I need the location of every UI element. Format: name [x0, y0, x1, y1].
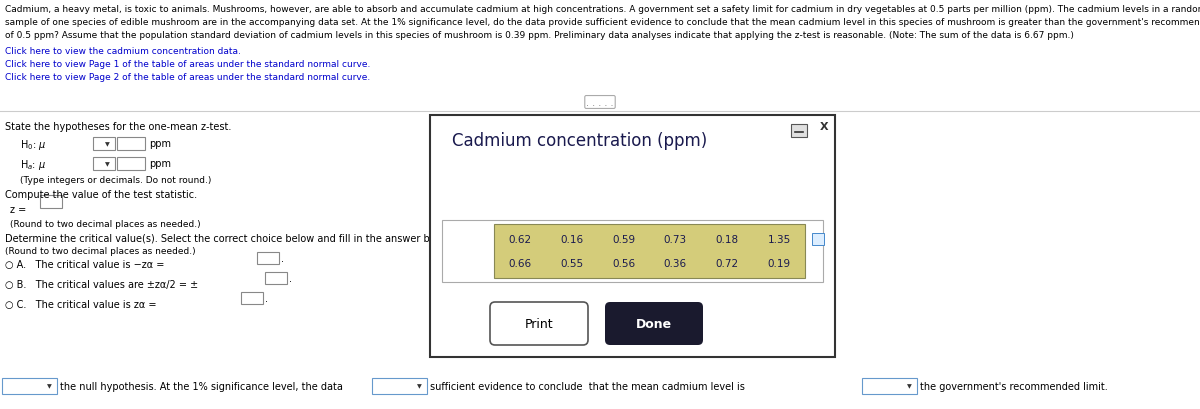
Text: ▼: ▼: [907, 383, 911, 389]
Text: Done: Done: [636, 317, 672, 330]
Text: ○ B.   The critical values are ±zα/2 = ±: ○ B. The critical values are ±zα/2 = ±: [5, 279, 198, 289]
FancyBboxPatch shape: [791, 125, 806, 138]
Text: Print: Print: [524, 317, 553, 330]
Text: 0.66: 0.66: [509, 258, 532, 268]
Text: sufficient evidence to conclude  that the mean cadmium level is: sufficient evidence to conclude that the…: [430, 381, 745, 391]
FancyBboxPatch shape: [241, 292, 263, 304]
Text: the government's recommended limit.: the government's recommended limit.: [920, 381, 1108, 391]
Text: ▼: ▼: [104, 162, 109, 166]
FancyBboxPatch shape: [118, 157, 145, 171]
FancyBboxPatch shape: [2, 378, 58, 394]
FancyBboxPatch shape: [605, 302, 703, 345]
Text: Cadmium, a heavy metal, is toxic to animals. Mushrooms, however, are able to abs: Cadmium, a heavy metal, is toxic to anim…: [5, 5, 1200, 14]
FancyBboxPatch shape: [372, 378, 427, 394]
FancyBboxPatch shape: [442, 220, 823, 282]
FancyBboxPatch shape: [118, 138, 145, 151]
Text: 0.55: 0.55: [560, 258, 583, 268]
Text: sample of one species of edible mushroom are in the accompanying data set. At th: sample of one species of edible mushroom…: [5, 18, 1200, 27]
Text: 0.62: 0.62: [509, 234, 532, 245]
FancyBboxPatch shape: [494, 225, 805, 278]
Text: .: .: [281, 253, 284, 263]
FancyBboxPatch shape: [94, 157, 115, 171]
Text: State the hypotheses for the one-mean z-test.: State the hypotheses for the one-mean z-…: [5, 122, 232, 132]
FancyBboxPatch shape: [430, 116, 835, 357]
Text: 0.72: 0.72: [715, 258, 739, 268]
Text: 0.59: 0.59: [612, 234, 635, 245]
Text: Click here to view the cadmium concentration data.: Click here to view the cadmium concentra…: [5, 47, 241, 56]
Text: ppm: ppm: [149, 159, 172, 169]
Text: Click here to view Page 1 of the table of areas under the standard normal curve.: Click here to view Page 1 of the table o…: [5, 60, 371, 69]
Text: Determine the critical value(s). Select the correct choice below and fill in the: Determine the critical value(s). Select …: [5, 234, 482, 243]
Text: 0.18: 0.18: [715, 234, 739, 245]
FancyBboxPatch shape: [265, 272, 287, 284]
Text: (Round to two decimal places as needed.): (Round to two decimal places as needed.): [10, 220, 200, 229]
Text: 0.36: 0.36: [664, 258, 686, 268]
Text: ▼: ▼: [416, 383, 421, 389]
FancyBboxPatch shape: [257, 252, 278, 264]
Text: H$_0$: $\mu$: H$_0$: $\mu$: [20, 138, 47, 152]
FancyBboxPatch shape: [490, 302, 588, 345]
Text: H$_a$: $\mu$: H$_a$: $\mu$: [20, 157, 46, 172]
Text: 0.73: 0.73: [664, 234, 686, 245]
FancyBboxPatch shape: [812, 234, 824, 245]
Text: ppm: ppm: [149, 139, 172, 149]
Text: Cadmium concentration (ppm): Cadmium concentration (ppm): [452, 132, 707, 150]
Text: ▼: ▼: [47, 383, 52, 389]
Text: (Type integers or decimals. Do not round.): (Type integers or decimals. Do not round…: [20, 175, 211, 184]
Text: 0.19: 0.19: [768, 258, 791, 268]
Text: Click here to view Page 2 of the table of areas under the standard normal curve.: Click here to view Page 2 of the table o…: [5, 73, 371, 82]
Text: (Round to two decimal places as needed.): (Round to two decimal places as needed.): [5, 246, 196, 255]
Text: .: .: [289, 273, 292, 283]
Text: z =: z =: [10, 204, 26, 214]
Text: 0.56: 0.56: [612, 258, 635, 268]
Text: X: X: [820, 122, 828, 132]
Text: Compute the value of the test statistic.: Compute the value of the test statistic.: [5, 189, 197, 200]
Text: of 0.5 ppm? Assume that the population standard deviation of cadmium levels in t: of 0.5 ppm? Assume that the population s…: [5, 31, 1074, 40]
Text: 0.16: 0.16: [560, 234, 583, 245]
Text: ○ C.   The critical value is zα =: ○ C. The critical value is zα =: [5, 299, 156, 309]
FancyBboxPatch shape: [862, 378, 917, 394]
Text: .: .: [265, 293, 268, 303]
Text: . . . . .: . . . . .: [587, 98, 613, 108]
FancyBboxPatch shape: [40, 196, 62, 209]
FancyBboxPatch shape: [94, 138, 115, 151]
Text: 1.35: 1.35: [768, 234, 791, 245]
Text: the null hypothesis. At the 1% significance level, the data: the null hypothesis. At the 1% significa…: [60, 381, 343, 391]
Text: ▼: ▼: [104, 142, 109, 147]
Text: ○ A.   The critical value is −zα =: ○ A. The critical value is −zα =: [5, 259, 164, 270]
